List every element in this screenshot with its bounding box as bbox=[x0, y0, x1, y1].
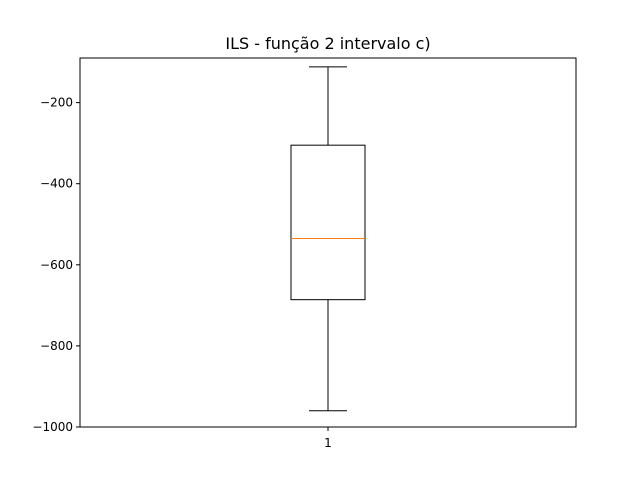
plot-area: −200 −400 −600 −800 −1000 1 bbox=[32, 57, 577, 450]
y-tick-label: −200 bbox=[40, 96, 73, 110]
y-tick-label: −600 bbox=[40, 258, 73, 272]
y-tick-label: −400 bbox=[40, 177, 73, 191]
x-tick-label: 1 bbox=[324, 436, 332, 450]
chart-title: ILS - função 2 intervalo c) bbox=[225, 34, 430, 53]
y-tick-label: −800 bbox=[40, 339, 73, 353]
y-tick-label: −1000 bbox=[32, 420, 73, 434]
